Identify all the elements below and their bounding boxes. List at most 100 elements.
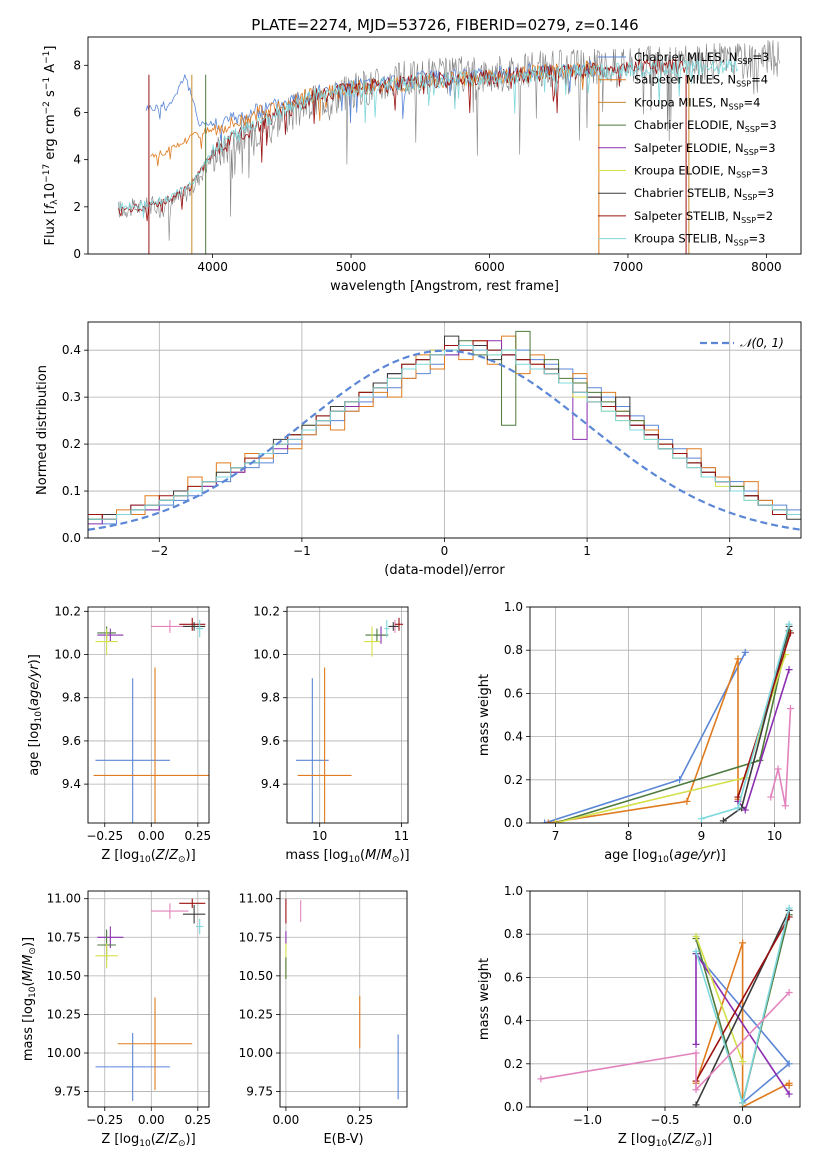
marker-point — [544, 819, 552, 823]
residuals-marks — [88, 330, 801, 531]
y-tick-label: 2 — [73, 200, 81, 214]
y-tick-label: 1.0 — [504, 600, 523, 614]
y-tick-label: 0.8 — [504, 927, 523, 941]
y-axis-label: mass weight — [477, 674, 492, 756]
legend-label: Kroupa STELIB, NSSP=3 — [634, 232, 765, 248]
x-tick-label: 7 — [552, 829, 560, 843]
mass-vs-ebv-marks — [285, 898, 399, 1100]
mass-vs-ebv-chart: 0.00 0.25 9.75 10.00 10.25 10.50 10.75 11.00 E(B… — [239, 890, 408, 1147]
x-tick-label: −2 — [150, 544, 168, 558]
weight-series — [544, 652, 747, 823]
marker-point — [692, 1086, 700, 1094]
weight-series — [770, 708, 792, 807]
y-tick-label: 0.8 — [504, 643, 523, 657]
x-tick-label: 0 — [441, 544, 449, 558]
marker-point — [692, 1049, 700, 1057]
y-tick-label: 6 — [73, 105, 81, 119]
marker-point — [683, 797, 691, 805]
mass-vs-Z-chart: −0.25 0.00 0.25 9.75 10.00 10.25 10.50 10.75 11.… — [21, 890, 211, 1149]
residuals-chart: −2 −1 0 1 2 0.0 0.1 0.2 0.3 0.4 (data-model)/error… — [35, 321, 802, 578]
spectrum-series — [118, 58, 739, 219]
y-tick-label: 9.4 — [261, 777, 280, 791]
x-axis-label: (data-model)/error — [384, 563, 505, 578]
y-tick-label: 10.00 — [47, 1046, 81, 1060]
y-tick-label: 10.0 — [253, 648, 280, 662]
y-tick-label: 8 — [73, 58, 81, 72]
marker-point — [741, 806, 749, 814]
mass-weight-vs-age-chart: 7 8 9 10 0.0 0.2 0.4 0.6 0.8 1.0 age [log10(age/yr… — [477, 600, 801, 865]
marker-point — [692, 1101, 700, 1107]
x-tick-label: 10 — [312, 829, 327, 843]
figure-title: PLATE=2274, MJD=53726, FIBERID=0279, z=0… — [251, 16, 638, 34]
marker-point — [537, 1075, 545, 1083]
y-tick-label: 0.4 — [504, 1014, 523, 1028]
legend-label: Chabrier STELIB, NSSP=3 — [634, 186, 774, 202]
x-axis-label: wavelength [Angstrom, rest frame] — [330, 279, 559, 294]
legend-label: 𝒩(0, 1) — [740, 336, 784, 350]
legend-label: Salpeter ELODIE, NSSP=3 — [634, 141, 776, 157]
y-tick-label: 9.75 — [54, 1085, 81, 1099]
y-tick-label: 0.0 — [504, 1100, 523, 1114]
mass-weight-vs-age-marks — [541, 620, 795, 823]
marker-point — [785, 1090, 793, 1098]
y-tick-label: 0.2 — [504, 773, 523, 787]
mass-vs-Z-marks — [95, 898, 206, 1101]
legend-label: Salpeter MILES, NSSP=4 — [634, 73, 768, 89]
age-vs-Z-chart: −0.25 0.00 0.25 9.4 9.6 9.8 10.0 10.2 Z [log10(Z… — [27, 604, 211, 865]
marker-point — [697, 815, 705, 823]
y-tick-label: 0.3 — [62, 390, 81, 404]
x-tick-label: −0.25 — [86, 829, 123, 843]
spectrum-marks — [118, 39, 780, 254]
y-tick-label: 10.2 — [253, 604, 280, 618]
x-tick-label: 4000 — [197, 260, 228, 274]
spectrum-legend: Chabrier MILES, NSSP=3 Salpeter MILES, NS… — [598, 50, 777, 248]
y-tick-label: 10.2 — [54, 604, 81, 618]
marker-point — [739, 939, 747, 947]
x-tick-label: 10 — [767, 829, 782, 843]
x-tick-label: 6000 — [474, 260, 505, 274]
x-tick-label: 9 — [698, 829, 706, 843]
axes-frame — [279, 890, 408, 1108]
x-tick-label: −0.5 — [650, 1113, 679, 1127]
x-axis-label: Z [log10(Z/Z⊙)] — [618, 1132, 712, 1149]
x-tick-label: 8 — [625, 829, 633, 843]
marker-point — [552, 819, 560, 823]
mass-weight-vs-Z-chart: −1.0 −0.5 0.0 0.0 0.2 0.4 0.6 0.8 1.0 Z [log10(Z/… — [477, 884, 801, 1149]
marker-point — [734, 804, 742, 812]
axes-frame — [529, 606, 801, 824]
x-tick-label: 7000 — [613, 260, 644, 274]
axes-frame — [87, 890, 210, 1108]
x-tick-label: −0.25 — [86, 1113, 123, 1127]
histogram-series — [88, 344, 801, 520]
x-tick-label: 0.25 — [184, 829, 211, 843]
marker-point — [785, 620, 793, 628]
marker-point — [785, 904, 793, 912]
legend-label: Salpeter STELIB, NSSP=2 — [634, 209, 773, 225]
y-axis-label: Normed distribution — [35, 365, 50, 495]
marker-point — [785, 1060, 793, 1068]
marker-point — [692, 932, 700, 940]
x-tick-label: 0.00 — [273, 1113, 300, 1127]
y-tick-label: 11.00 — [239, 892, 273, 906]
y-tick-label: 0.6 — [504, 686, 523, 700]
axes-frame — [529, 890, 801, 1108]
weight-series — [555, 654, 787, 823]
axes-frame — [286, 606, 409, 824]
y-tick-label: 11.00 — [47, 892, 81, 906]
marker-point — [739, 1058, 747, 1066]
y-tick-label: 10.0 — [54, 648, 81, 662]
y-tick-label: 9.8 — [62, 691, 81, 705]
y-tick-label: 9.4 — [62, 777, 81, 791]
y-tick-label: 9.75 — [246, 1085, 273, 1099]
marker-point — [767, 793, 775, 801]
x-tick-label: 0.25 — [184, 1113, 211, 1127]
weight-series — [695, 936, 744, 1062]
y-tick-label: 0 — [73, 247, 81, 261]
legend-label: Kroupa MILES, NSSP=4 — [634, 95, 760, 111]
age-vs-Z-marks — [93, 617, 209, 823]
y-tick-label: 0.2 — [504, 1057, 523, 1071]
legend-label: Chabrier MILES, NSSP=3 — [634, 50, 769, 66]
x-tick-label: 5000 — [336, 260, 367, 274]
marker-point — [719, 817, 727, 823]
